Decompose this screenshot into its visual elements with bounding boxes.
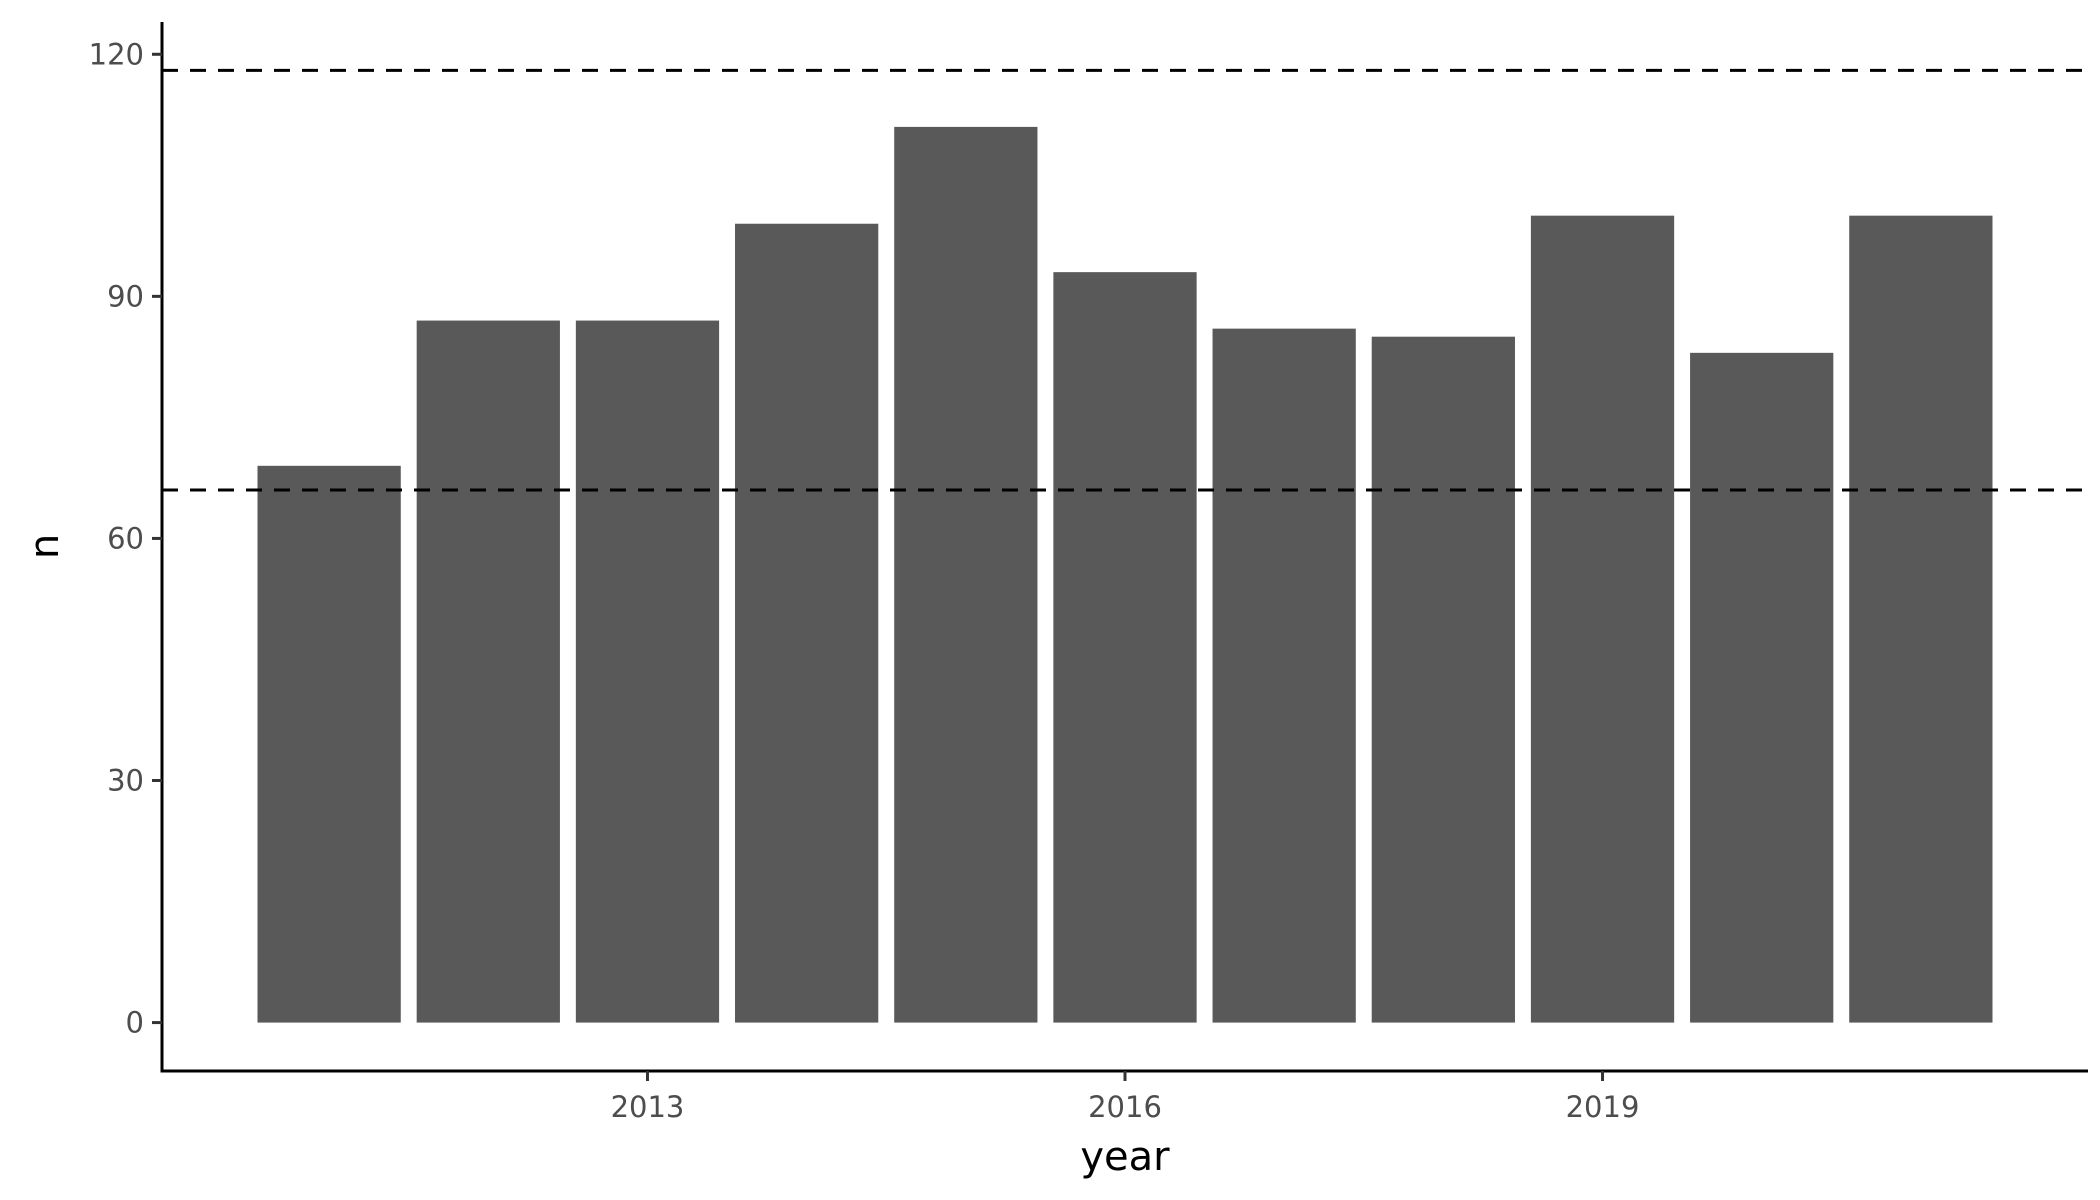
y-tick-label: 90 — [107, 279, 144, 313]
bar-2012 — [416, 320, 560, 1023]
bar-2016 — [1053, 272, 1197, 1023]
x-tick-label: 2019 — [1566, 1090, 1640, 1124]
y-tick-label: 120 — [89, 37, 144, 71]
y-axis-title: n — [22, 534, 68, 559]
bar-2013 — [575, 320, 720, 1023]
y-tick-label: 60 — [107, 521, 144, 555]
x-axis-title: year — [1080, 1134, 1170, 1180]
bars-group — [257, 126, 1993, 1023]
x-tick-label: 2016 — [1088, 1090, 1162, 1124]
y-tick-label: 30 — [107, 764, 144, 798]
x-tick-label: 2013 — [611, 1090, 685, 1124]
reference-lines-group — [162, 68, 2088, 492]
y-tick-label: 0 — [126, 1006, 144, 1040]
bar-2014 — [735, 223, 879, 1023]
bar-2015 — [894, 126, 1038, 1023]
bar-2019 — [1530, 215, 1675, 1023]
bar-2018 — [1371, 336, 1515, 1023]
y-axis-ticks: 0 30 60 90 120 — [89, 37, 162, 1040]
x-axis-ticks: 2013 2016 2019 — [611, 1071, 1640, 1124]
bar-2021 — [1849, 215, 1993, 1023]
bar-2020 — [1690, 352, 1834, 1023]
bar-2011 — [257, 465, 401, 1023]
bar-2017 — [1212, 328, 1356, 1023]
